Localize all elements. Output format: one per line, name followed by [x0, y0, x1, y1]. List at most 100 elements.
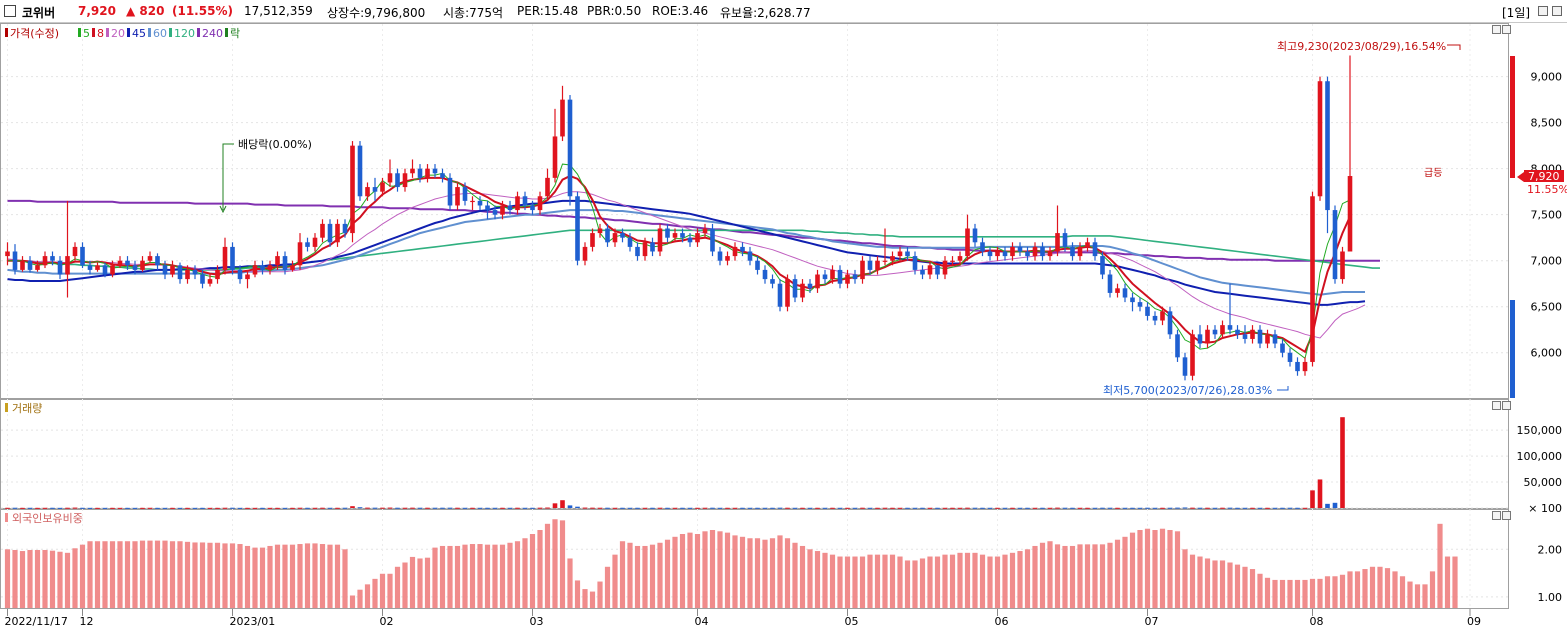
volume-bar	[605, 507, 610, 509]
volume-bar	[627, 507, 633, 509]
price-panel-close-button[interactable]	[1502, 25, 1511, 34]
foreign-ratio-bar	[1174, 531, 1181, 608]
candle-body	[1145, 306, 1150, 316]
foreign-ratio-bar	[754, 538, 761, 608]
candle-body	[597, 228, 603, 234]
volume-bar	[1257, 507, 1263, 509]
volume-bar	[140, 507, 145, 509]
period-selector[interactable]: [1일]	[1502, 6, 1531, 20]
foreign-ratio-bar	[1249, 569, 1256, 608]
foreign-panel-max-button[interactable]	[1492, 511, 1501, 520]
volume-bar	[117, 507, 123, 509]
volume-bar	[1107, 507, 1113, 509]
volume-bar	[702, 507, 708, 509]
candle-body	[972, 228, 978, 243]
volume-bar	[372, 507, 378, 509]
panel-buttons[interactable]	[1492, 25, 1511, 520]
volume-bar	[852, 507, 858, 509]
candle-body	[27, 260, 33, 270]
foreign-ratio-bar	[514, 541, 521, 608]
volume-bar	[1002, 507, 1008, 509]
candle-body	[95, 265, 100, 270]
x-tick-label: 12	[80, 615, 94, 628]
foreign-ratio-bar	[724, 532, 731, 608]
legend-marker	[92, 28, 95, 37]
candle-body	[1272, 334, 1278, 344]
foreign-ratio-bar	[837, 556, 843, 608]
candle-body	[1250, 329, 1255, 339]
candle-body	[470, 200, 475, 203]
volume-bar	[1235, 507, 1240, 509]
volume-bar	[1130, 507, 1135, 509]
volume-panel-max-button[interactable]	[1492, 401, 1501, 410]
price-tick-label: 9,000	[1531, 71, 1563, 84]
legend-marker	[148, 28, 151, 37]
foreign-ratio-bar	[439, 545, 446, 608]
foreign-ratio-bar	[1422, 584, 1428, 608]
volume-bar	[755, 507, 760, 509]
x-tick-label: 09	[1467, 615, 1481, 628]
volume-bar	[1280, 507, 1285, 509]
foreign-ratio-bar	[267, 545, 273, 608]
select-checkbox[interactable]	[4, 5, 16, 17]
ma240-line	[7, 199, 1380, 262]
foreign-ratio-bar	[94, 541, 101, 608]
price-panel-max-button[interactable]	[1492, 25, 1501, 34]
candle-body	[717, 251, 723, 261]
foreign-ratio-bar	[792, 542, 798, 608]
foreign-ratio-bar	[1384, 568, 1391, 608]
volume-bar	[552, 503, 558, 508]
foreign-ratio-bar	[87, 541, 93, 608]
foreign-ratio-bar	[507, 542, 513, 608]
volume-bar	[1017, 507, 1023, 509]
candle-body	[1317, 81, 1323, 197]
candle-body	[230, 246, 235, 270]
foreign-ratio-bar	[544, 523, 551, 608]
candle-body	[1235, 329, 1240, 335]
candle-body	[312, 237, 318, 247]
foreign-panel-title: 외국인보유비중	[12, 512, 83, 525]
stock-header-bar: 코위버 7,920 ▲ 820 (11.55%) 17,512,359 상장수:…	[0, 0, 1567, 23]
volume-bar	[897, 507, 903, 509]
volume-bar	[920, 507, 925, 509]
volume-bar	[170, 507, 175, 509]
candle-body	[380, 182, 385, 192]
candle-body	[237, 269, 243, 280]
high-annotation: 최고9,230(2023/08/29),16.54%	[1277, 40, 1446, 53]
foreign-ratio-bar	[1354, 571, 1361, 608]
legend-marker	[169, 28, 172, 37]
legend-marker	[5, 28, 8, 37]
candle-body	[1280, 343, 1285, 353]
restore-button[interactable]	[1538, 6, 1548, 16]
volume-bar	[267, 507, 273, 509]
legend-item: 240	[202, 27, 223, 40]
foreign-ratio-bar	[769, 538, 776, 608]
candle-body	[837, 269, 843, 284]
foreign-ratio-bar	[1069, 545, 1076, 608]
current-pct-tag-text: 11.55%	[1527, 183, 1567, 196]
candle-body	[762, 269, 768, 280]
volume-panel-close-button[interactable]	[1502, 401, 1511, 410]
close-button[interactable]	[1552, 6, 1562, 16]
foreign-ratio-bar	[867, 554, 873, 608]
volume-bar	[987, 507, 993, 509]
candle-body	[425, 168, 430, 178]
foreign-ratio-bar	[844, 556, 851, 608]
foreign-panel-close-button[interactable]	[1502, 511, 1511, 520]
volume-bar	[132, 507, 138, 509]
foreign-ratio-bar	[537, 530, 543, 608]
candle-body	[50, 256, 55, 261]
volume-bar	[905, 507, 910, 509]
legend-item: 120	[174, 27, 195, 40]
x-tick-label: 06	[995, 615, 1009, 628]
foreign-ratio-bar	[109, 541, 116, 608]
candle-body	[935, 265, 940, 275]
candle-body	[147, 256, 153, 261]
volume-bar	[357, 507, 363, 509]
foreign-ratio-bar	[1197, 556, 1203, 608]
volume-bar	[942, 507, 948, 509]
candle-body	[1242, 334, 1248, 339]
candle-body	[447, 177, 453, 206]
foreign-ratio-bar	[177, 541, 183, 608]
foreign-ratio-bar	[1219, 560, 1226, 608]
